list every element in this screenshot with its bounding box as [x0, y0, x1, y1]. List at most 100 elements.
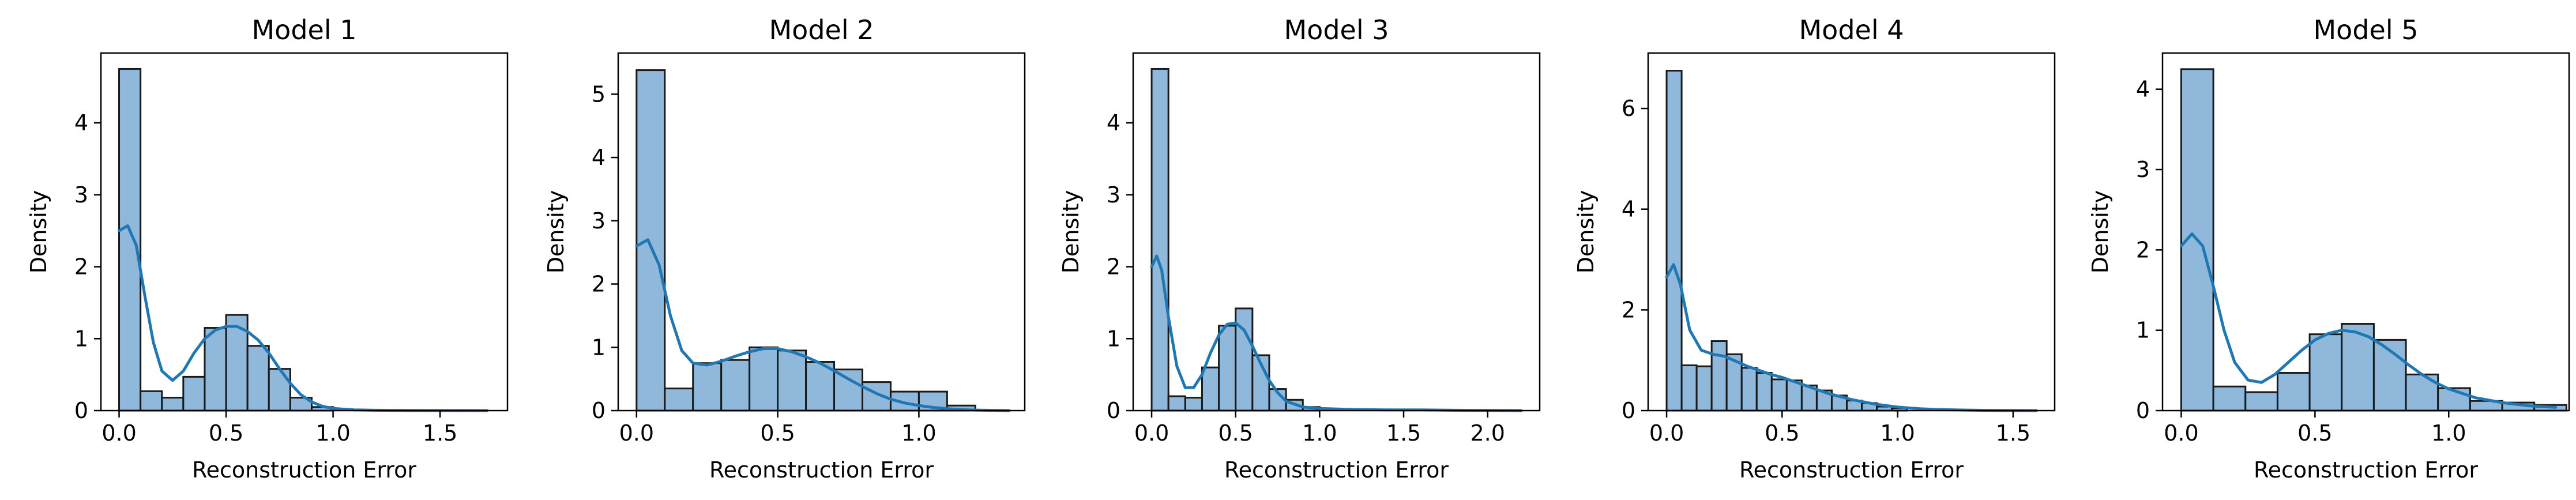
histogram-bar	[833, 369, 863, 412]
histogram-bar	[1150, 67, 1169, 412]
x-tick-label: 0.5	[1218, 420, 1253, 446]
x-tick-label: 1.0	[315, 420, 350, 446]
chart-title: Model 5	[2313, 14, 2418, 46]
y-tick-label: 2	[1107, 254, 1120, 280]
x-tick-label: 1.0	[2431, 420, 2466, 446]
histogram-bar	[140, 390, 163, 412]
subplot-1: Model 1 0.0 0.5 1.0 1.5 0 1 2 3 4 Reconstruction E…	[26, 14, 509, 483]
y-axis-label: Density	[26, 190, 51, 273]
x-tick-label: 1.0	[1302, 420, 1337, 446]
y-tick-label: 4	[1107, 110, 1120, 136]
histogram-bar	[1755, 372, 1773, 412]
x-tick-label: 0.0	[1649, 420, 1684, 446]
axes-frame	[617, 52, 1026, 412]
chart-title: Model 4	[1799, 14, 1904, 46]
kde-line	[1665, 263, 2038, 412]
histogram-bar	[1695, 365, 1713, 412]
axes-frame	[1647, 52, 2056, 412]
histogram-bar	[204, 327, 227, 412]
y-tick-label: 6	[1622, 96, 1635, 121]
x-tick-label: 1.5	[1996, 420, 2030, 446]
y-tick-label: 1	[74, 326, 88, 351]
histogram-bar	[1770, 378, 1788, 412]
chart-title: Model 2	[769, 14, 874, 46]
y-tick-label: 2	[592, 272, 606, 297]
histogram-bar	[1184, 397, 1203, 412]
axes-frame	[2161, 52, 2570, 412]
histogram-bar	[664, 388, 694, 412]
x-tick-label: 0.5	[1765, 420, 1799, 446]
x-tick-label: 0.5	[760, 420, 795, 446]
x-tick-label: 0.0	[2164, 420, 2198, 446]
y-tick-label: 4	[592, 145, 606, 170]
x-axis-label: Reconstruction Error	[2254, 457, 2478, 483]
histogram-bar	[2212, 385, 2247, 412]
y-tick-label: 1	[592, 334, 606, 360]
histogram-bar	[2308, 333, 2343, 412]
y-axis-label: Density	[1573, 190, 1599, 273]
axes-frame	[1132, 52, 1541, 412]
x-tick-label: 0.0	[101, 420, 136, 446]
x-axis-label: Reconstruction Error	[1739, 457, 1964, 483]
x-tick-label: 0.0	[619, 420, 654, 446]
x-tick-label: 1.0	[901, 420, 936, 446]
histogram-bar	[1201, 366, 1220, 412]
histogram-bar	[1665, 70, 1683, 412]
histogram-bar	[1680, 364, 1698, 412]
histogram-bar	[692, 362, 723, 412]
y-tick-label: 0	[592, 398, 606, 423]
histogram-bar	[749, 346, 779, 412]
y-tick-label: 2	[1622, 297, 1635, 322]
histogram-bar	[118, 67, 142, 412]
y-tick-label: 0	[1107, 398, 1120, 423]
x-tick-label: 1.5	[423, 420, 457, 446]
kde-line	[635, 238, 1011, 412]
kde-line	[2180, 232, 2558, 409]
histogram-bar	[1167, 395, 1186, 412]
y-tick-label: 3	[592, 208, 606, 234]
y-tick-label: 0	[74, 398, 88, 423]
x-tick-label: 2.0	[1470, 420, 1505, 446]
histogram-bar	[635, 69, 666, 412]
histogram-bar	[246, 345, 270, 412]
x-tick-label: 1.5	[1386, 420, 1421, 446]
y-tick-label: 2	[2136, 237, 2150, 262]
x-axis-label: Reconstruction Error	[709, 457, 934, 483]
axes-frame	[100, 52, 509, 412]
histogram-bar	[1740, 367, 1758, 412]
y-tick-label: 1	[1107, 326, 1120, 351]
histogram-bar	[2276, 372, 2311, 412]
subplot-2: Model 2 0.0 0.5 1.0 0 1 2 3 4 5 Reconstruction Err…	[543, 14, 1026, 483]
y-tick-label: 2	[74, 254, 88, 280]
subplot-4: Model 4 0.0 0.5 1.0 1.5 0 2 4 6 Reconstruction Er…	[1573, 14, 2056, 483]
kde-line	[1150, 254, 1523, 412]
histogram-bar	[1710, 340, 1728, 412]
histogram-bar	[777, 349, 807, 412]
y-tick-label: 3	[2136, 157, 2150, 182]
y-tick-label: 4	[1622, 197, 1635, 222]
x-tick-label: 0.5	[2297, 420, 2332, 446]
x-tick-label: 0.5	[209, 420, 243, 446]
y-tick-label: 3	[1107, 182, 1120, 208]
y-axis-label: Density	[543, 190, 569, 273]
x-tick-label: 0.0	[1134, 420, 1169, 446]
histogram-bar	[268, 368, 291, 412]
histogram-bar	[182, 375, 206, 412]
y-tick-label: 4	[74, 110, 88, 136]
y-tick-label: 4	[2136, 77, 2150, 102]
histogram-bar	[161, 397, 185, 412]
chart-title: Model 1	[251, 14, 356, 46]
y-tick-label: 0	[2136, 398, 2150, 423]
histogram-bar	[2244, 391, 2278, 412]
x-axis-label: Reconstruction Error	[192, 457, 416, 483]
kde-line	[118, 224, 489, 412]
y-axis-label: Density	[1058, 190, 1084, 273]
chart-title: Model 3	[1284, 14, 1389, 46]
subplot-5: Model 5 0.0 0.5 1.0 0 1 2 3 4 Reconstruction Erro…	[2088, 14, 2570, 483]
y-tick-label: 1	[2136, 318, 2150, 343]
y-axis-label: Density	[2088, 190, 2113, 273]
x-axis-label: Reconstruction Error	[1224, 457, 1449, 483]
histogram-bar	[720, 359, 751, 412]
subplot-3: Model 3 0.0 0.5 1.0 1.5 2.0 0 1 2 3 4 Reconstructio…	[1058, 14, 1541, 483]
